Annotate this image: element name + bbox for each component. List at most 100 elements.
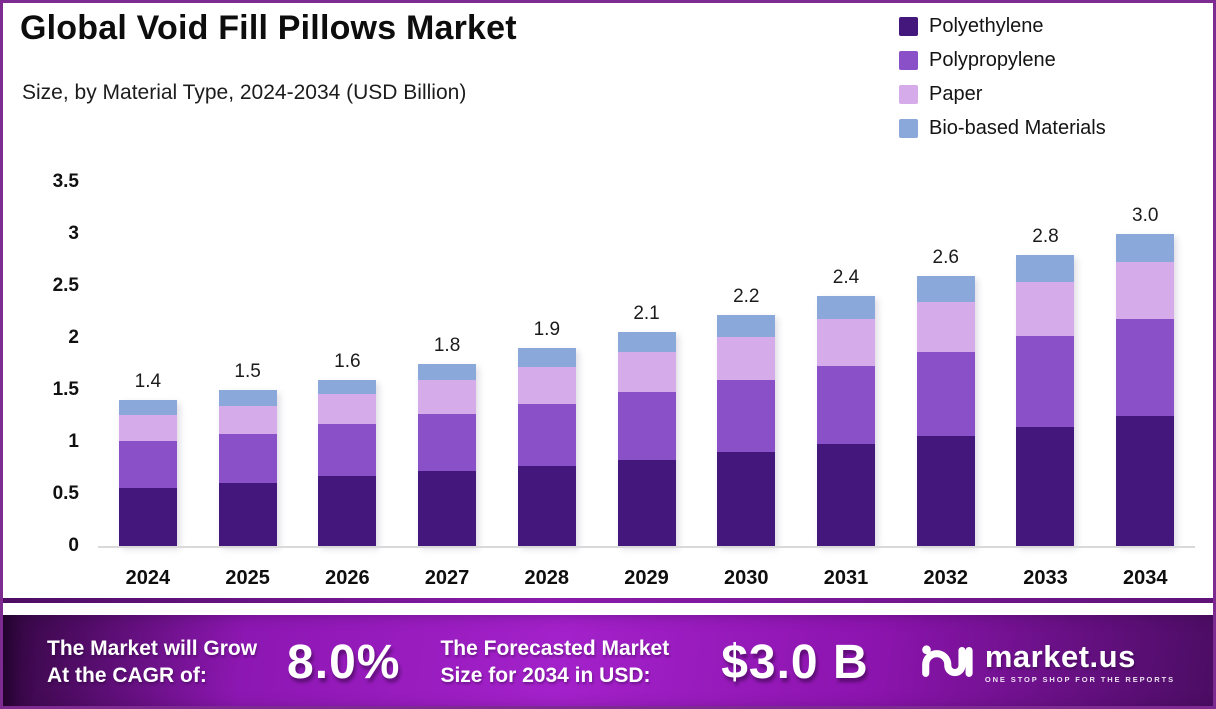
y-tick-label: 0 xyxy=(68,535,79,556)
bar-total-label: 2.1 xyxy=(633,302,660,324)
bar-stack xyxy=(617,331,676,546)
bar-segment-polypropylene xyxy=(717,379,776,453)
cagr-caption-line2: At the CAGR of: xyxy=(47,664,207,687)
bar-segment-polypropylene xyxy=(1016,335,1075,428)
bar-segment-bio-based-materials xyxy=(717,315,776,338)
bar-segment-bio-based-materials xyxy=(817,296,875,320)
year-label: 2027 xyxy=(424,567,470,589)
bar-segment-polyethylene xyxy=(418,471,477,546)
bar-segment-paper xyxy=(1116,262,1175,320)
brand-name: market.us xyxy=(984,638,1136,674)
y-tick-label: 3.5 xyxy=(52,171,79,192)
bar-group: 3.0 xyxy=(1095,182,1195,546)
year-label: 2025 xyxy=(225,567,270,589)
bar-segment-paper xyxy=(617,351,676,393)
bar-segment-polyethylene xyxy=(218,482,277,546)
banner-divider-line xyxy=(3,598,1213,603)
bar-segment-polypropylene xyxy=(418,413,477,472)
x-axis-year-labels: 2024 2025 2026 2027 2028 2029 2030 2031 2032 2033… xyxy=(98,567,1195,590)
bar-stack xyxy=(418,364,477,546)
bar-segment-paper xyxy=(517,367,576,404)
year-label: 2030 xyxy=(724,567,769,589)
bar-segment-bio-based-materials xyxy=(517,348,576,368)
bar-segment-bio-based-materials xyxy=(418,364,477,380)
legend-label: Paper xyxy=(929,83,983,105)
legend-item: Bio-based Materials xyxy=(899,117,1106,140)
bar-stack xyxy=(1016,254,1075,546)
bar-segment-polyethylene xyxy=(817,444,875,546)
cagr-value: 8.0% xyxy=(287,635,401,689)
bar-stack xyxy=(517,348,576,546)
bar-segment-bio-based-materials xyxy=(1016,254,1075,282)
bar-segment-paper xyxy=(418,379,477,414)
bar-segment-polyethylene xyxy=(717,452,776,546)
forecast-value: $3.0 B xyxy=(721,635,869,689)
bar-segment-bio-based-materials xyxy=(1116,234,1175,263)
year-label: 2034 xyxy=(1122,567,1168,589)
bar-segment-bio-based-materials xyxy=(318,379,377,395)
legend-label: Bio-based Materials xyxy=(929,117,1106,139)
year-label: 2029 xyxy=(624,567,669,589)
bar-segment-bio-based-materials xyxy=(916,275,975,302)
bar-segment-bio-based-materials xyxy=(617,331,676,352)
bar-total-label: 2.2 xyxy=(733,286,760,308)
forecast-caption-line2: Size for 2034 in USD: xyxy=(440,664,651,687)
bar-segment-paper xyxy=(318,394,377,425)
bar-segment-bio-based-materials xyxy=(218,390,277,406)
bar-group: 2.8 xyxy=(996,182,1096,546)
year-label: 2024 xyxy=(125,567,171,589)
bar-group: 1.8 xyxy=(397,182,497,546)
bar-group: 1.4 xyxy=(98,182,198,546)
bar-stack xyxy=(916,275,975,546)
bar-segment-polyethylene xyxy=(617,459,676,546)
market-us-logo-icon xyxy=(921,640,973,685)
y-tick-label: 2 xyxy=(68,327,79,348)
bar-segment-paper xyxy=(916,301,975,352)
legend-label: Polyethylene xyxy=(929,15,1044,37)
year-label: 2032 xyxy=(923,567,968,589)
bar-total-label: 2.4 xyxy=(832,267,860,289)
y-tick-label: 1.5 xyxy=(52,379,79,400)
bar-segment-polyethylene xyxy=(916,435,975,546)
bar-group: 2.2 xyxy=(696,182,796,546)
bar-group: 2.6 xyxy=(896,182,996,546)
bar-segment-paper xyxy=(118,415,177,442)
stacked-bar-chart: 1.4 1.5 1.6 1.8 1.9 2.1 2.2 2.4 2.6 2.8 3.0 xyxy=(98,182,1195,546)
bar-segment-paper xyxy=(218,405,277,434)
bar-segment-polyethylene xyxy=(118,487,177,546)
bar-group: 1.6 xyxy=(297,182,397,546)
bar-segment-bio-based-materials xyxy=(118,400,177,416)
y-tick-label: 3 xyxy=(68,223,79,244)
bar-total-label: 1.6 xyxy=(334,350,361,372)
bar-segment-polyethylene xyxy=(318,476,377,546)
bar-segment-paper xyxy=(717,337,776,380)
bar-total-label: 1.8 xyxy=(433,335,461,357)
bar-segment-polyethylene xyxy=(1116,416,1175,546)
legend-label: Polypropylene xyxy=(929,49,1056,71)
brand-logo: market.us ONE STOP SHOP FOR THE REPORTS xyxy=(921,640,1175,685)
bar-segment-polypropylene xyxy=(817,366,875,445)
cagr-caption: The Market will Grow At the CAGR of: xyxy=(47,635,257,689)
y-tick-label: 0.5 xyxy=(52,483,79,504)
bar-total-label: 2.6 xyxy=(932,246,959,268)
legend-item: Paper xyxy=(899,83,1106,106)
bar-segment-polypropylene xyxy=(118,441,177,488)
bar-segment-polypropylene xyxy=(318,424,377,477)
legend-swatch xyxy=(899,51,918,70)
y-tick-label: 1 xyxy=(68,431,79,452)
bar-group: 2.4 xyxy=(796,182,896,546)
year-label: 2026 xyxy=(325,567,370,589)
bar-total-label: 2.8 xyxy=(1032,225,1059,247)
chart-legend: Polyethylene Polypropylene Paper Bio-based … xyxy=(899,15,1106,140)
stats-banner: The Market will Grow At the CAGR of: 8.0… xyxy=(3,615,1213,706)
bar-group: 1.9 xyxy=(497,182,597,546)
bar-total-label: 1.5 xyxy=(234,361,261,383)
bar-stack xyxy=(318,379,377,546)
bar-segment-polyethylene xyxy=(1016,427,1075,546)
bar-stack xyxy=(717,315,776,546)
forecast-caption: The Forecasted Market Size for 2034 in U… xyxy=(440,635,669,689)
bar-segment-polypropylene xyxy=(1116,319,1175,416)
bar-segment-polypropylene xyxy=(916,351,975,436)
bar-total-label: 3.0 xyxy=(1132,205,1159,227)
bar-segment-polypropylene xyxy=(218,433,277,483)
